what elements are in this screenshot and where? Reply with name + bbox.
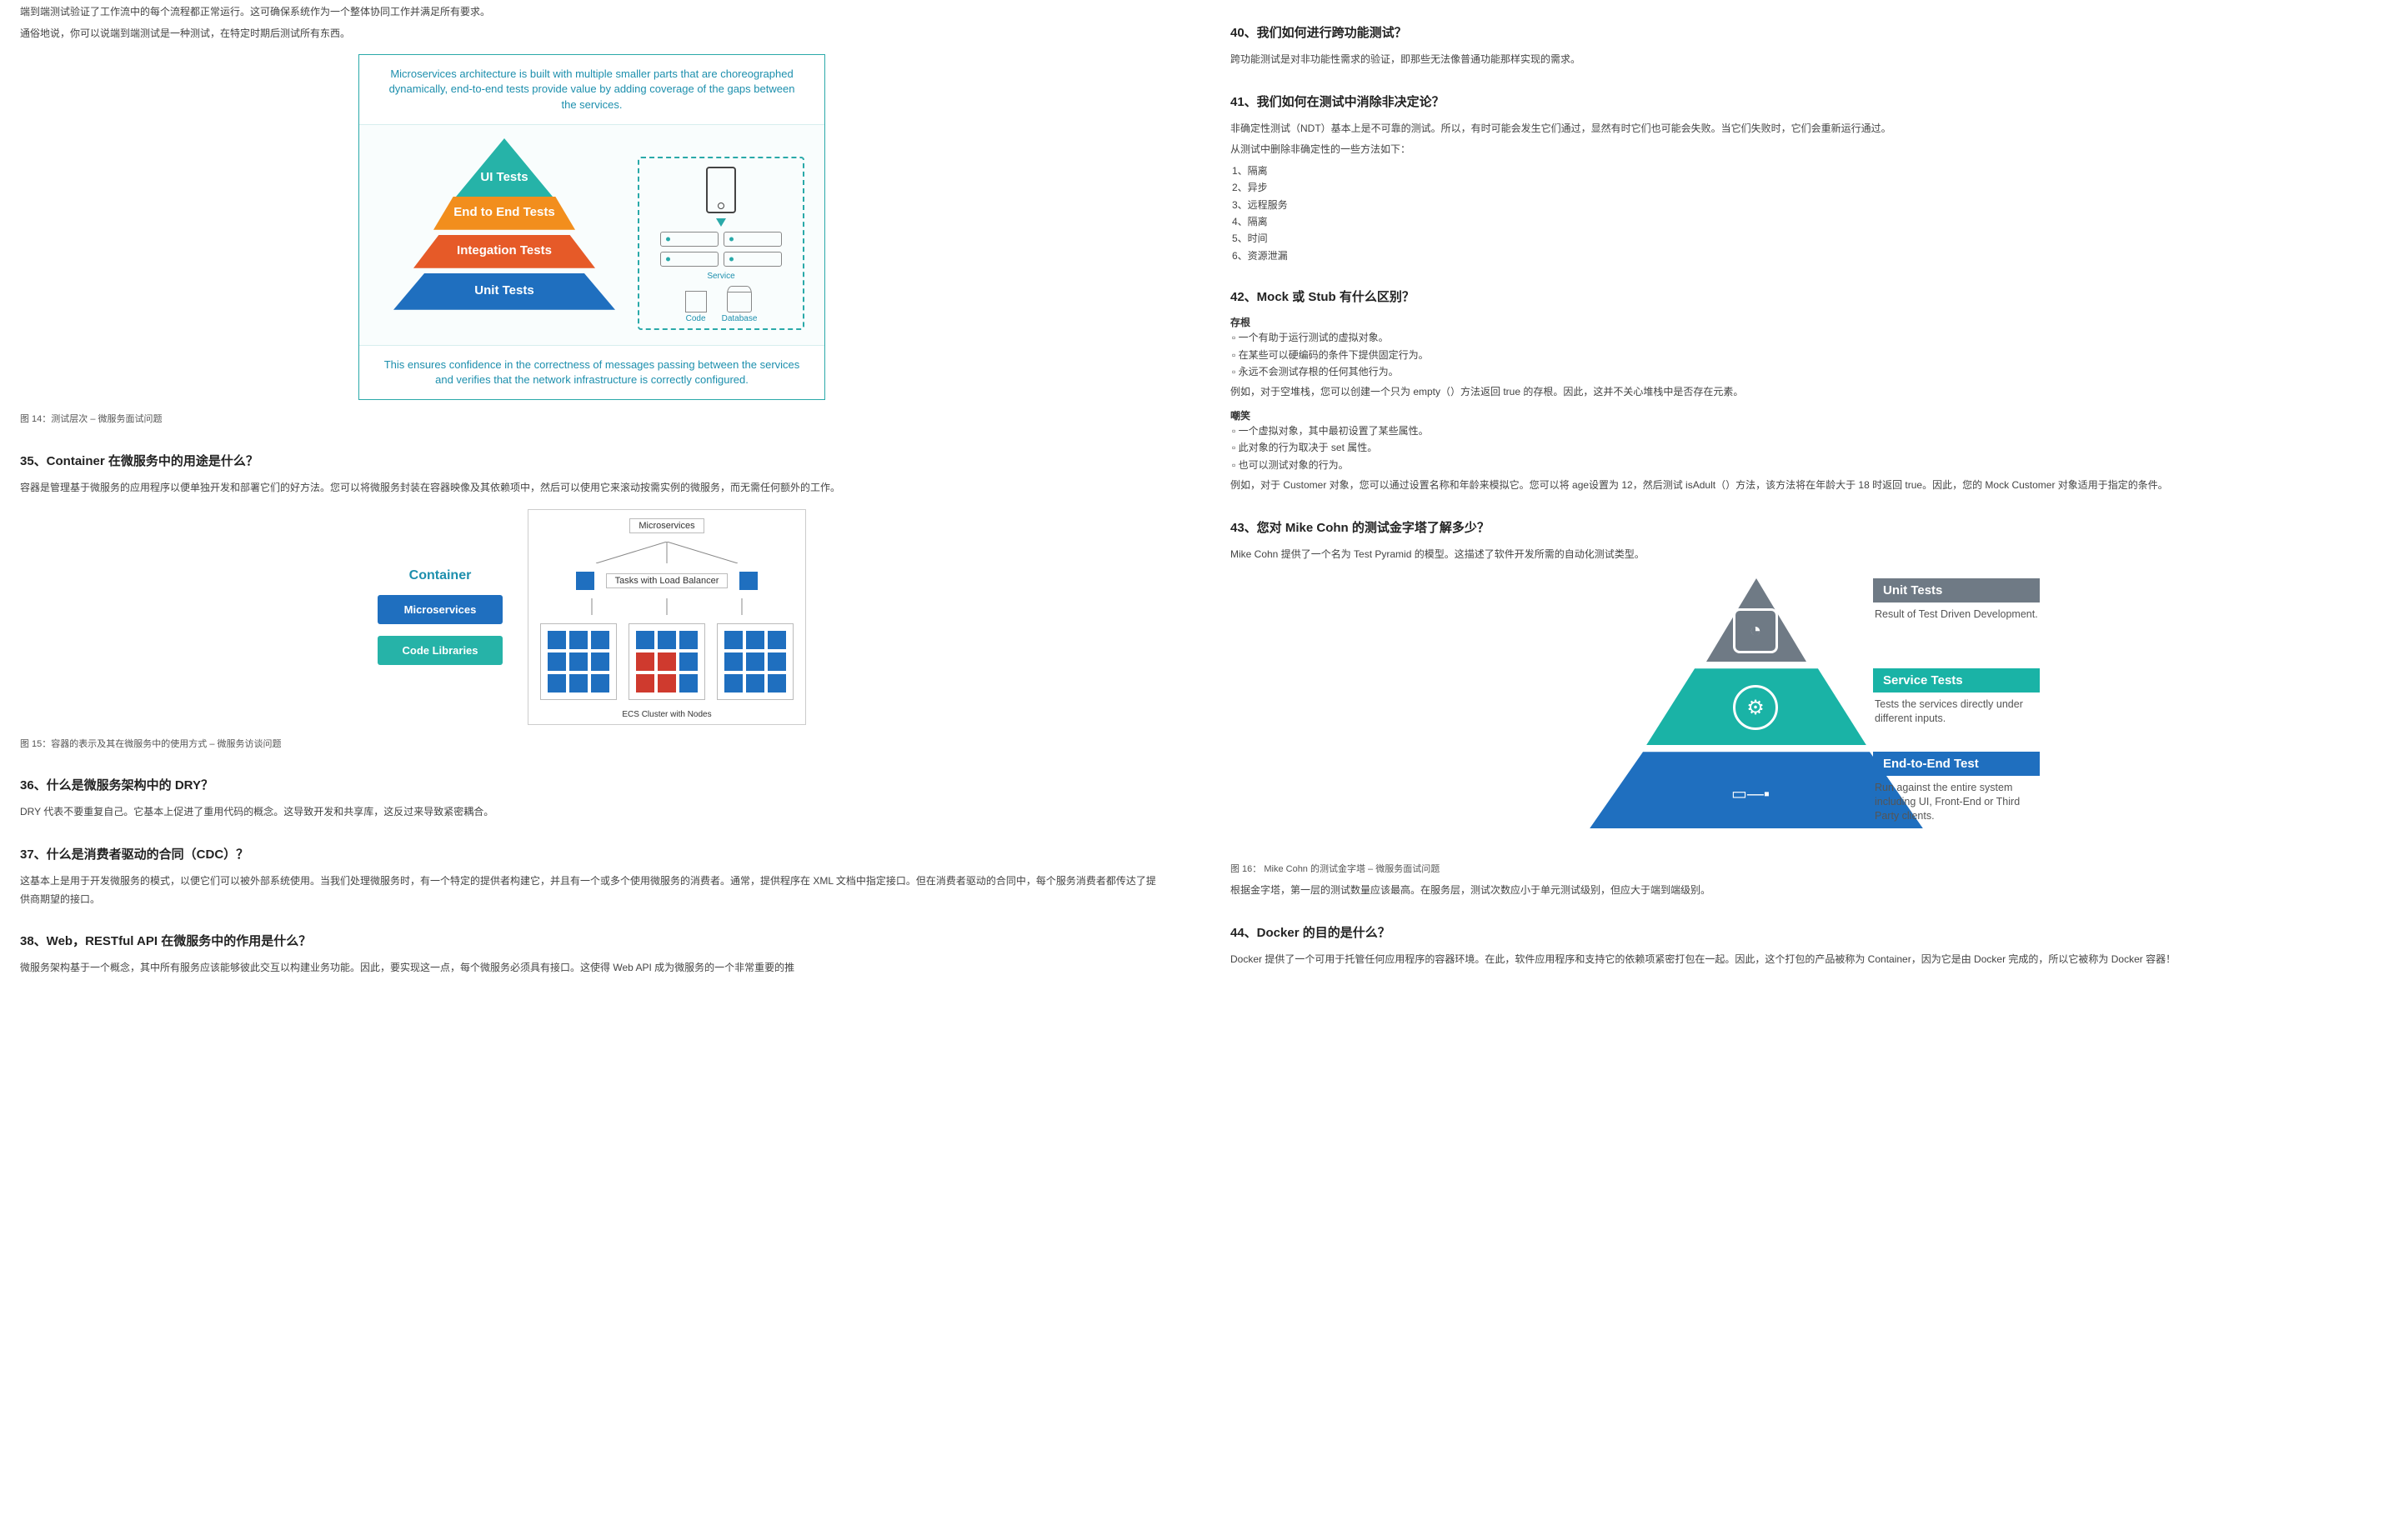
e2e-hdr: End-to-End Test (1873, 752, 2040, 776)
list-item: ▫ 一个有助于运行测试的虚拟对象。 (1232, 329, 2374, 346)
unit-hdr: Unit Tests (1873, 578, 2040, 602)
code-icon (685, 291, 707, 312)
stub-title: 存根 (1230, 315, 2374, 329)
pill-codelibs: Code Libraries (378, 636, 503, 665)
list-item: ▫ 也可以测试对象的行为。 (1232, 457, 2374, 473)
q41-lead: 从测试中删除非确定性的一些方法如下： (1230, 141, 2374, 159)
list-item: 3、远程服务 (1232, 197, 2374, 213)
cluster-1 (629, 623, 705, 700)
q38-title: 38、Web，RESTful API 在微服务中的作用是什么？ (20, 932, 1164, 949)
fig-container: Container Microservices Code Libraries M… (358, 509, 825, 725)
fig2-caption: 图 15：容器的表示及其在微服务中的使用方式 – 微服务访谈问题 (20, 737, 1164, 753)
service-txt: Tests the services directly under differ… (1873, 692, 2040, 726)
gear-icon: ⚙ (1733, 685, 1778, 730)
arrow-icon (716, 218, 726, 227)
mock-list: ▫ 一个虚拟对象，其中最初设置了某些属性。▫ 此对象的行为取决于 set 属性。… (1230, 422, 2374, 473)
right-column: 40、我们如何进行跨功能测试？ 跨功能测试是对非功能性需求的验证，即那些无法像普… (1230, 0, 2374, 981)
q38-body: 微服务架构基于一个概念，其中所有服务应该能够彼此交互以构建业务功能。因此，要实现… (20, 959, 1164, 978)
fig-cohn-pyramid: ◔ ⚙ ▭—▪ Unit Tests Result of Test Driven… (1565, 578, 2040, 853)
cluster-0 (540, 623, 617, 700)
q36-title: 36、什么是微服务架构中的 DRY？ (20, 776, 1164, 793)
chain-icon: ▭—▪ (1731, 783, 1770, 804)
pyr-lbl-3: Unit Tests (474, 283, 533, 298)
q41-list: 1、隔离2、异步3、远程服务4、隔离5、时间6、资源泄漏 (1230, 162, 2374, 264)
cluster-2 (717, 623, 794, 700)
q41-body: 非确定性测试（NDT）基本上是不可靠的测试。所以，有时可能会发生它们通过，显然有… (1230, 120, 2374, 138)
intro-p1: 端到端测试验证了工作流中的每个流程都正常运行。这可确保系统作为一个整体协同工作并… (20, 3, 1164, 22)
list-item: ▫ 一个虚拟对象，其中最初设置了某些属性。 (1232, 422, 2374, 439)
pill-microservices: Microservices (378, 595, 503, 624)
lines2-icon (558, 598, 775, 615)
list-item: ▫ 此对象的行为取决于 set 属性。 (1232, 439, 2374, 456)
q40-title: 40、我们如何进行跨功能测试？ (1230, 23, 2374, 41)
stub-list: ▫ 一个有助于运行测试的虚拟对象。▫ 在某些可以硬编码的条件下提供固定行为。▫ … (1230, 329, 2374, 380)
fig2-title: Container (409, 568, 472, 583)
q40-body: 跨功能测试是对非功能性需求的验证，即那些无法像普通功能那样实现的需求。 (1230, 51, 2374, 69)
list-item: 6、资源泄漏 (1232, 248, 2374, 264)
q43-title: 43、您对 Mike Cohn 的测试金字塔了解多少？ (1230, 518, 2374, 536)
q35-body: 容器是管理基于微服务的应用程序以便单独开发和部署它们的好方法。您可以将微服务封装… (20, 479, 1164, 498)
fig2-right: Microservices Tasks with Load Balancer (528, 509, 806, 725)
pyr-lbl-2: Integation Tests (457, 243, 552, 258)
list-item: 1、隔离 (1232, 162, 2374, 179)
fig-test-layers: Microservices architecture is built with… (358, 54, 825, 400)
pyr-lbl-1: End to End Tests (453, 205, 554, 219)
intro-p2: 通俗地说，你可以说端到端测试是一种测试，在特定时期后测试所有东西。 (20, 25, 1164, 43)
list-item: 4、隔离 (1232, 213, 2374, 230)
fig1-pyramid: UI Tests End to End Tests Integation Tes… (379, 138, 629, 330)
mock-title: 嘲笑 (1230, 408, 2374, 422)
phone-icon (706, 167, 736, 213)
mock-ex: 例如，对于 Customer 对象，您可以通过设置名称和年龄来模拟它。您可以将 … (1230, 477, 2374, 495)
unit-txt: Result of Test Driven Development. (1873, 602, 2040, 622)
e2e-txt: Run against the entire system including … (1873, 776, 2040, 823)
q44-body: Docker 提供了一个可用于托管任何应用程序的容器环境。在此，软件应用程序和支… (1230, 951, 2374, 969)
pyr-lbl-0: UI Tests (480, 170, 528, 184)
fig1-top-band: Microservices architecture is built with… (359, 55, 824, 125)
fig1-bottom-band: This ensures confidence in the correctne… (359, 345, 824, 399)
fig1-service-box: Service Code Database (638, 157, 804, 330)
service-hdr: Service Tests (1873, 668, 2040, 692)
q37-body: 这基本上是用于开发微服务的模式，以便它们可以被外部系统使用。当我们处理微服务时，… (20, 872, 1164, 908)
gauge-icon: ◔ (1733, 608, 1778, 653)
left-column: 端到端测试验证了工作流中的每个流程都正常运行。这可确保系统作为一个整体协同工作并… (20, 0, 1164, 981)
fig3-caption: 图 16： Mike Cohn 的测试金字塔 – 微服务面试问题 (1230, 862, 2374, 878)
q44-title: 44、Docker 的目的是什么？ (1230, 923, 2374, 941)
pyr-layer-ui (456, 138, 553, 197)
q35-title: 35、Container 在微服务中的用途是什么？ (20, 452, 1164, 469)
fig1-caption: 图 14：测试层次 – 微服务面试问题 (20, 412, 1164, 428)
list-item: 5、时间 (1232, 230, 2374, 247)
fig3-caption2: 根据金字塔，第一层的测试数量应该最高。在服务层，测试次数应小于单元测试级别，但应… (1230, 882, 2374, 900)
service-label: Service (707, 272, 734, 281)
stub-ex: 例如，对于空堆栈，您可以创建一个只为 empty（）方法返回 true 的存根。… (1230, 383, 2374, 402)
lines-icon (563, 542, 771, 563)
q36-body: DRY 代表不要重复自己。它基本上促进了重用代码的概念。这导致开发和共享库，这反… (20, 803, 1164, 822)
q37-title: 37、什么是消费者驱动的合同（CDC）？ (20, 845, 1164, 862)
q43-body: Mike Cohn 提供了一个名为 Test Pyramid 的模型。这描述了软… (1230, 546, 2374, 564)
q41-title: 41、我们如何在测试中消除非决定论？ (1230, 92, 2374, 110)
list-item: ▫ 永远不会测试存根的任何其他行为。 (1232, 363, 2374, 380)
q42-title: 42、Mock 或 Stub 有什么区别？ (1230, 288, 2374, 305)
database-icon (727, 286, 752, 312)
list-item: ▫ 在某些可以硬编码的条件下提供固定行为。 (1232, 347, 2374, 363)
list-item: 2、异步 (1232, 179, 2374, 196)
